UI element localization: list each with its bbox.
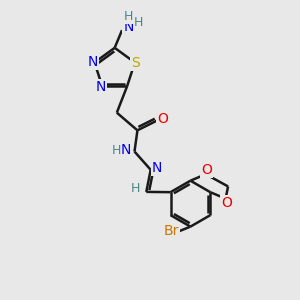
Text: N: N (95, 80, 106, 94)
Text: N: N (152, 161, 162, 175)
Text: N: N (88, 55, 98, 69)
Text: S: S (131, 56, 140, 70)
Text: O: O (221, 196, 232, 210)
Text: H: H (124, 11, 133, 23)
Text: Br: Br (164, 224, 179, 238)
Text: N: N (123, 20, 134, 34)
Text: H: H (130, 182, 140, 195)
Text: O: O (201, 163, 212, 177)
Text: H: H (134, 16, 143, 29)
Text: H: H (112, 144, 121, 157)
Text: O: O (157, 112, 168, 127)
Text: N: N (121, 143, 131, 157)
